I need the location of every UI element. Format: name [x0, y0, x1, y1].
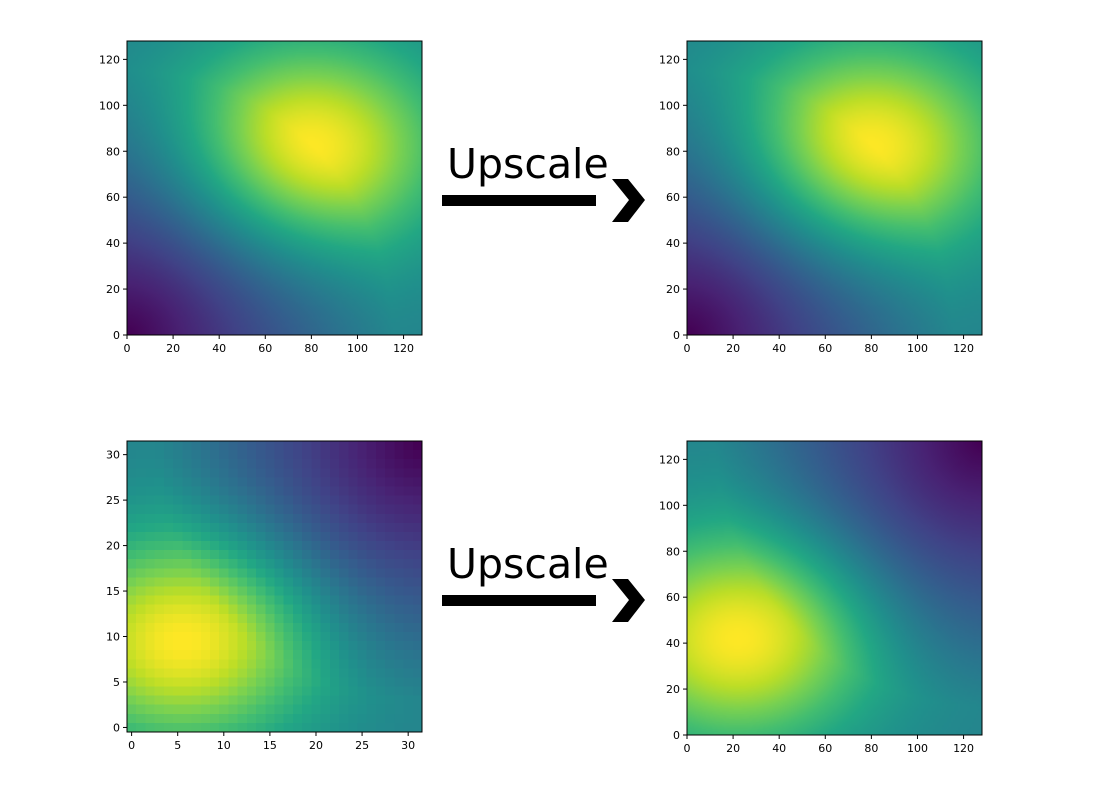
x-tick-label-top-right: 60: [818, 342, 832, 355]
x-tick-label-top-right: 80: [864, 342, 878, 355]
y-tick-label-bottom-right: 40: [666, 637, 680, 650]
upscale-arrow-bottom: Upscale: [442, 540, 645, 622]
y-tick-label-bottom-right: 0: [673, 729, 680, 742]
y-tick-label-bottom-left: 10: [106, 631, 120, 644]
x-tick-label-bottom-left: 5: [174, 739, 181, 752]
x-tick-label-bottom-right: 80: [864, 742, 878, 755]
x-tick-label-bottom-right: 100: [907, 742, 928, 755]
x-tick-label-bottom-left: 15: [263, 739, 277, 752]
heatmap-top-left: [127, 41, 422, 335]
x-tick-label-top-right: 120: [953, 342, 974, 355]
axes-frame-bottom-left: [126, 440, 423, 733]
arrow-head-top: [612, 179, 645, 222]
x-tick-label-bottom-right: 40: [772, 742, 786, 755]
y-tick-label-bottom-right: 80: [666, 545, 680, 558]
x-tick-label-top-left: 100: [347, 342, 368, 355]
arrow-head-bottom: [612, 579, 645, 622]
y-tick-label-bottom-left: 30: [106, 449, 120, 462]
axes-frame-top-right: [686, 40, 983, 336]
y-tick-label-top-left: 40: [106, 237, 120, 250]
heatmap-bottom-right: [687, 441, 982, 735]
y-tick-label-bottom-left: 0: [113, 721, 120, 734]
axes-frame-bottom-right: [686, 440, 983, 736]
axes-frame-top-left: [126, 40, 423, 336]
x-tick-label-top-left: 40: [212, 342, 226, 355]
x-tick-label-bottom-left: 0: [128, 739, 135, 752]
x-tick-label-bottom-right: 20: [726, 742, 740, 755]
x-tick-label-top-left: 80: [304, 342, 318, 355]
x-tick-label-bottom-right: 120: [953, 742, 974, 755]
y-tick-label-top-right: 100: [659, 99, 680, 112]
x-tick-label-bottom-right: 0: [684, 742, 691, 755]
y-tick-label-top-right: 120: [659, 53, 680, 66]
y-tick-label-top-right: 60: [666, 191, 680, 204]
upscale-label-bottom: Upscale: [447, 540, 609, 588]
y-tick-label-top-left: 120: [99, 53, 120, 66]
y-tick-label-top-right: 80: [666, 145, 680, 158]
y-tick-label-bottom-left: 20: [106, 540, 120, 553]
y-tick-label-top-right: 20: [666, 283, 680, 296]
y-tick-label-bottom-left: 25: [106, 494, 120, 507]
y-tick-label-bottom-right: 120: [659, 453, 680, 466]
y-tick-label-top-right: 40: [666, 237, 680, 250]
y-tick-label-top-left: 80: [106, 145, 120, 158]
y-tick-label-bottom-left: 15: [106, 585, 120, 598]
x-tick-label-top-left: 20: [166, 342, 180, 355]
x-tick-label-top-right: 100: [907, 342, 928, 355]
arrow-shaft-top: [442, 195, 596, 206]
y-tick-label-top-left: 0: [113, 329, 120, 342]
x-tick-label-bottom-left: 20: [309, 739, 323, 752]
y-tick-label-top-right: 0: [673, 329, 680, 342]
y-tick-label-bottom-right: 60: [666, 591, 680, 604]
arrow-shaft-bottom: [442, 595, 596, 606]
heatmap-bottom-left: [127, 441, 422, 732]
x-tick-label-top-right: 0: [684, 342, 691, 355]
upscale-arrow-top: Upscale: [442, 140, 645, 222]
x-tick-label-bottom-right: 60: [818, 742, 832, 755]
y-tick-label-top-left: 60: [106, 191, 120, 204]
x-tick-label-top-right: 40: [772, 342, 786, 355]
upscale-label-top: Upscale: [447, 140, 609, 188]
y-tick-label-top-left: 100: [99, 99, 120, 112]
x-tick-label-bottom-left: 10: [217, 739, 231, 752]
x-tick-label-top-left: 120: [393, 342, 414, 355]
x-tick-label-top-right: 20: [726, 342, 740, 355]
y-tick-label-bottom-right: 20: [666, 683, 680, 696]
heatmap-top-right: [687, 41, 982, 335]
y-tick-label-bottom-right: 100: [659, 499, 680, 512]
x-tick-label-bottom-left: 25: [355, 739, 369, 752]
x-tick-label-bottom-left: 30: [401, 739, 415, 752]
y-tick-label-top-left: 20: [106, 283, 120, 296]
x-tick-label-top-left: 0: [124, 342, 131, 355]
x-tick-label-top-left: 60: [258, 342, 272, 355]
y-tick-label-bottom-left: 5: [113, 676, 120, 689]
